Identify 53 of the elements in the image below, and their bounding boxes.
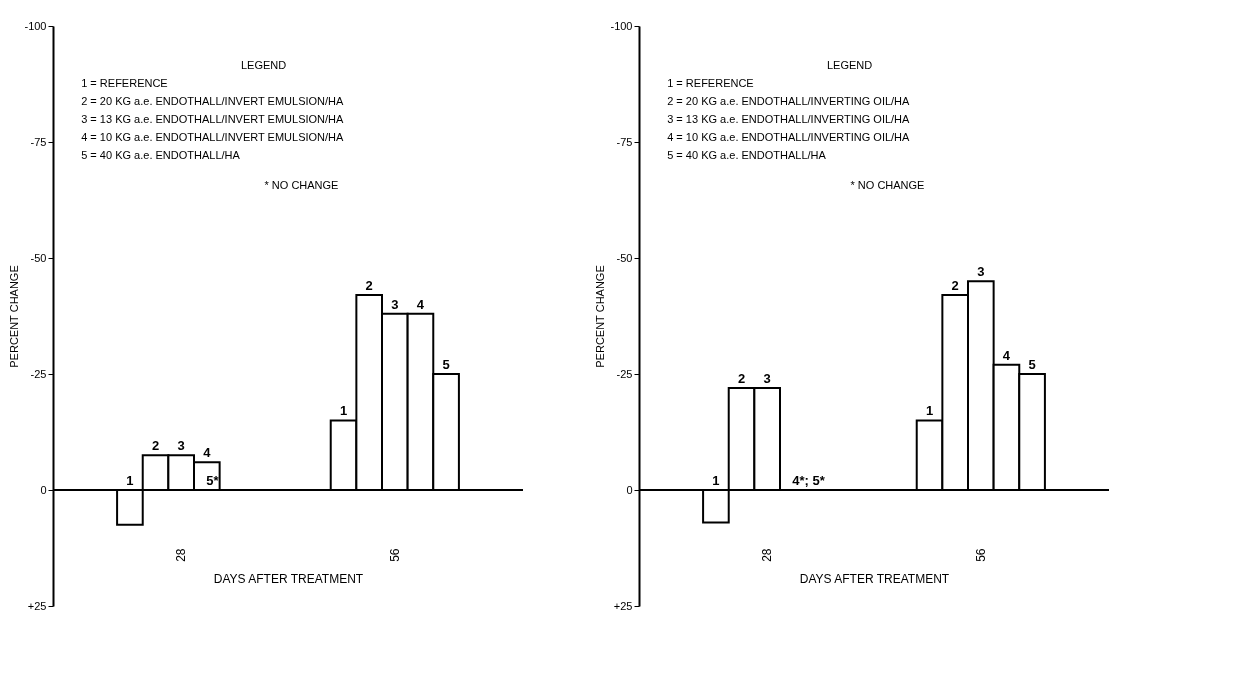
annotation: 5* xyxy=(206,473,220,488)
annotation: LEGEND xyxy=(241,59,287,71)
annotation: 1 = REFERENCE xyxy=(81,77,168,89)
series-label: 5 xyxy=(442,357,450,372)
y-tick-label: -75 xyxy=(30,135,47,148)
y-tick-label: -100 xyxy=(24,19,47,32)
x-axis-title: DAYS AFTER TREATMENT xyxy=(799,571,950,586)
x-axis-title: DAYS AFTER TREATMENT xyxy=(213,571,364,586)
annotation: 4 = 10 KG a.e. ENDOTHALL/INVERT EMULSION/HA xyxy=(81,131,345,143)
series-label: 4 xyxy=(1002,347,1011,363)
y-axis-title: PERCENT CHANGE xyxy=(594,265,607,368)
y-tick-label: +25 xyxy=(613,599,633,612)
y-axis-title: PERCENT CHANGE xyxy=(8,265,21,368)
y-tick-label: -75 xyxy=(616,135,633,148)
y-tick-label: -25 xyxy=(616,367,633,380)
y-tick-label: -50 xyxy=(30,251,47,264)
annotation: LEGEND xyxy=(827,59,873,71)
x-tick-label: 28 xyxy=(174,548,189,562)
series-label: 2 xyxy=(151,438,160,454)
text: 1 xyxy=(339,403,348,419)
text: 1 xyxy=(925,403,934,419)
annotation: 5 = 40 KG a.e. ENDOTHALL/HA xyxy=(81,149,241,161)
y-tick-label: +25 xyxy=(27,599,47,612)
annotation: * NO CHANGE xyxy=(850,179,925,191)
series-label: 3 xyxy=(763,370,771,386)
annotation: 1 = REFERENCE xyxy=(667,77,754,89)
text: 2 xyxy=(951,278,959,294)
text: 4 xyxy=(416,296,425,312)
series-label: 3 xyxy=(177,438,185,454)
annotation: 3 = 13 KG a.e. ENDOTHALL/INVERT EMULSION/HA xyxy=(81,113,345,125)
y-tick-label: -50 xyxy=(616,251,633,264)
annotation: 4*; 5* xyxy=(792,473,826,488)
annotation: 2 = 20 KG a.e. ENDOTHALL/INVERT EMULSION/HA xyxy=(81,95,345,107)
annotation: 3 = 13 KG a.e. ENDOTHALL/INVERTING OIL/HA xyxy=(667,113,911,125)
y-tick-label: -100 xyxy=(610,19,633,32)
annotation: 2 = 20 KG a.e. ENDOTHALL/INVERTING OIL/HA xyxy=(667,95,911,107)
series-label: 5 xyxy=(1028,357,1036,372)
x-tick-label: 28 xyxy=(760,548,775,562)
series-label: 2 xyxy=(737,370,746,386)
series-label: 1 xyxy=(126,473,134,488)
annotation: * NO CHANGE xyxy=(264,179,339,191)
y-tick-label: 0 xyxy=(626,483,633,496)
x-tick-label: 56 xyxy=(973,548,988,562)
annotation: 5 = 40 KG a.e. ENDOTHALL/HA xyxy=(667,149,827,161)
series-label: 1 xyxy=(712,473,720,488)
text: 3 xyxy=(391,296,399,312)
text: 3 xyxy=(977,264,985,280)
series-label: 4 xyxy=(203,445,212,461)
text: 2 xyxy=(365,278,373,294)
y-tick-label: -25 xyxy=(30,367,47,380)
annotation: 4 = 10 KG a.e. ENDOTHALL/INVERTING OIL/HA xyxy=(667,131,911,143)
x-tick-label: 56 xyxy=(387,548,402,562)
y-tick-label: 0 xyxy=(40,483,47,496)
